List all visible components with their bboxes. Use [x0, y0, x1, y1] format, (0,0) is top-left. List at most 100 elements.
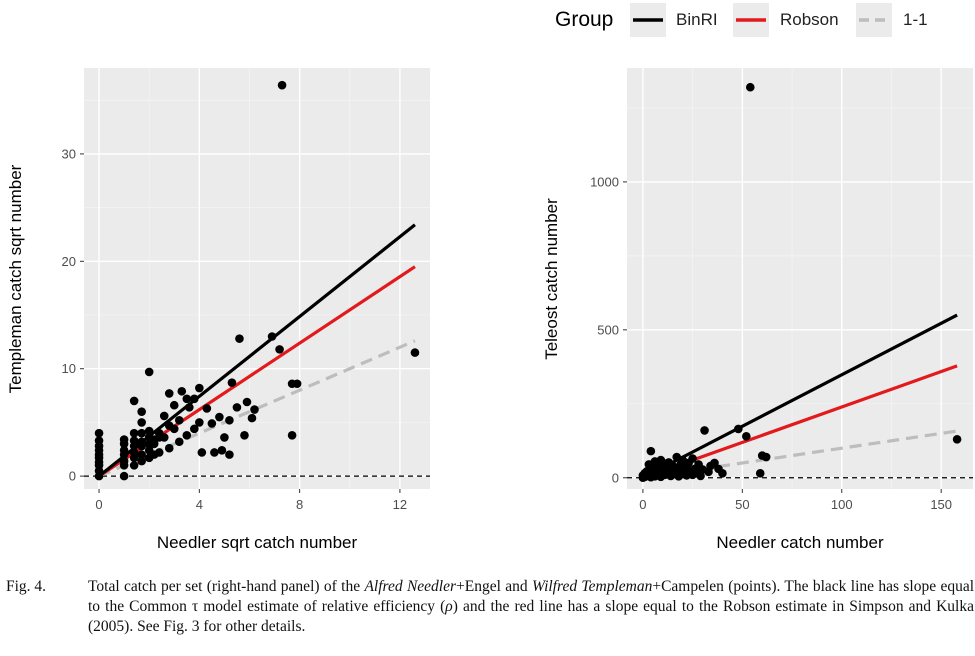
- x-tick-label: 8: [296, 497, 303, 512]
- data-point: [137, 437, 146, 447]
- x-tick-label: 0: [95, 497, 102, 512]
- data-point: [190, 424, 199, 434]
- data-point: [220, 433, 229, 442]
- x-tick-label: 100: [831, 497, 853, 512]
- data-point: [195, 418, 204, 427]
- x-tick-label: 12: [393, 497, 407, 512]
- data-point: [755, 469, 765, 478]
- data-point: [144, 367, 154, 377]
- data-point: [154, 448, 164, 457]
- data-point: [182, 431, 192, 440]
- data-point: [646, 446, 656, 456]
- data-point: [174, 415, 184, 425]
- left-scatter-plot: 0 4 8 12 0 10 20 30 Needler sqrt catch number T…: [6, 68, 430, 552]
- right-scatter-plot: 0 50 100 150 0 500 1000 Needler catch number T…: [542, 68, 973, 552]
- y-tick-label: 1000: [590, 174, 619, 189]
- data-point: [169, 424, 179, 434]
- y-tick-label: 20: [62, 254, 76, 269]
- data-point: [210, 448, 219, 457]
- data-point: [207, 419, 217, 428]
- data-point: [164, 389, 174, 398]
- data-point: [119, 456, 129, 466]
- data-point: [217, 446, 227, 455]
- left-axes: 0 4 8 12 0 10 20 30: [62, 146, 408, 512]
- data-point: [164, 443, 174, 453]
- data-point: [169, 400, 179, 410]
- data-point: [174, 437, 184, 447]
- data-point: [195, 383, 204, 393]
- data-point: [250, 405, 259, 414]
- left-x-axis-label: Needler sqrt catch number: [157, 533, 358, 552]
- data-point: [197, 448, 207, 457]
- x-tick-label: 4: [196, 497, 203, 512]
- data-point: [129, 461, 139, 470]
- left-y-axis-label: Templeman catch sqrt number: [6, 164, 25, 393]
- series-line-binri: [642, 313, 958, 480]
- legend-title: Group: [555, 8, 613, 31]
- data-point: [94, 436, 104, 445]
- right-x-axis-label: Needler catch number: [716, 533, 884, 552]
- legend-item-one-to-one: 1-1: [856, 3, 928, 37]
- data-point: [696, 471, 705, 481]
- data-point: [215, 412, 224, 422]
- data-point: [742, 432, 751, 441]
- data-point: [94, 428, 104, 438]
- data-point: [232, 403, 242, 412]
- data-point: [235, 334, 244, 343]
- data-point: [688, 454, 697, 463]
- data-point: [129, 436, 139, 445]
- data-point: [144, 426, 154, 436]
- right-axes: 0 50 100 150 0 500 1000: [590, 174, 952, 512]
- data-point: [225, 415, 234, 425]
- data-point: [159, 411, 169, 421]
- data-point: [182, 394, 192, 404]
- legend-label-robson: Robson: [780, 10, 839, 29]
- data-point: [119, 471, 129, 481]
- data-point: [761, 452, 771, 462]
- data-point: [247, 413, 257, 423]
- data-point: [240, 431, 249, 440]
- data-point: [185, 403, 194, 412]
- chart-legend: Group BinRI Robson 1-1: [555, 3, 928, 37]
- x-tick-label: 150: [930, 497, 952, 512]
- data-point: [190, 394, 199, 404]
- data-point: [267, 332, 277, 341]
- y-tick-label: 30: [62, 146, 76, 161]
- data-point: [137, 418, 146, 427]
- y-tick-label: 500: [597, 322, 619, 337]
- right-plot-panel: [627, 68, 973, 489]
- data-point: [129, 428, 139, 438]
- data-point: [227, 378, 237, 387]
- data-point: [202, 404, 212, 413]
- data-point: [159, 433, 169, 442]
- data-point: [277, 80, 287, 90]
- data-point: [292, 379, 302, 389]
- data-point: [734, 424, 743, 434]
- data-point: [718, 469, 727, 478]
- x-tick-label: 50: [735, 497, 749, 512]
- right-points: [638, 82, 962, 483]
- series-line-1-1: [642, 429, 958, 480]
- data-point: [129, 448, 139, 457]
- data-point: [952, 434, 962, 444]
- legend-item-robson: Robson: [733, 3, 839, 37]
- y-tick-label: 0: [69, 469, 76, 484]
- data-point: [177, 386, 187, 396]
- legend-label-one-to-one: 1-1: [903, 10, 928, 29]
- data-point: [119, 446, 129, 455]
- data-point: [129, 396, 139, 406]
- data-point: [745, 82, 755, 92]
- data-point: [275, 345, 284, 354]
- data-point: [137, 428, 146, 438]
- data-point: [700, 426, 709, 435]
- data-point: [225, 450, 234, 459]
- right-grid: [627, 68, 973, 489]
- left-points: [94, 80, 420, 481]
- legend-label-binri: BinRI: [676, 10, 718, 29]
- y-tick-label: 0: [612, 470, 619, 485]
- data-point: [137, 450, 146, 459]
- y-tick-label: 10: [62, 361, 76, 376]
- data-point: [410, 348, 420, 357]
- right-y-axis-label: Teleost catch number: [542, 198, 561, 360]
- caption-text: Total catch per set (right-hand panel) o…: [88, 578, 975, 635]
